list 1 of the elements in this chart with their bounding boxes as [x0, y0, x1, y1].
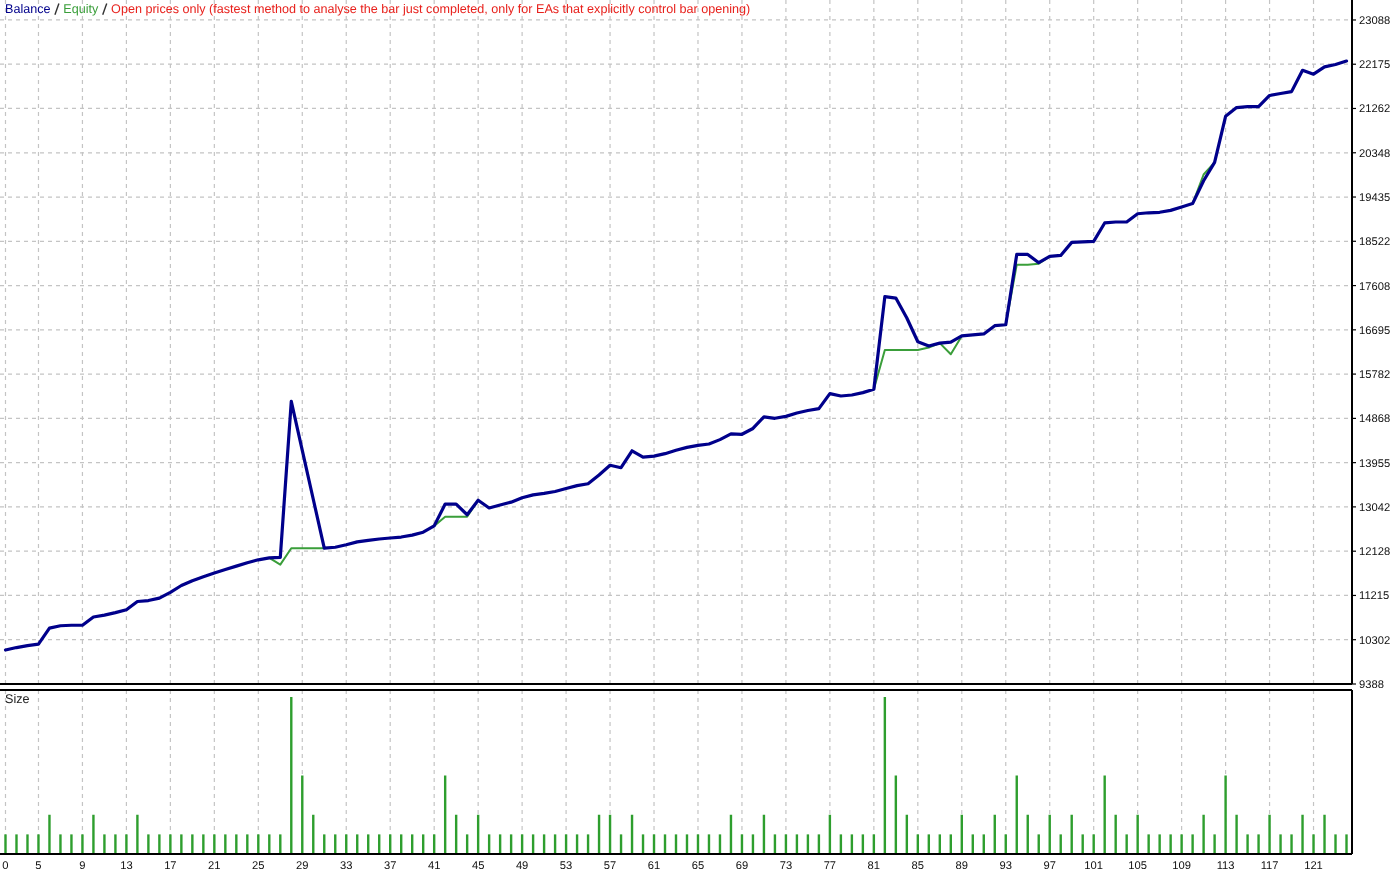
line-series — [3, 59, 1349, 652]
